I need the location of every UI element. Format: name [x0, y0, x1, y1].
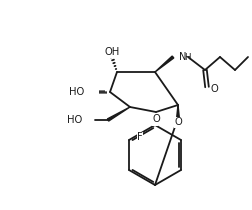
Text: O: O: [210, 84, 218, 94]
Text: N: N: [178, 52, 186, 62]
Text: O: O: [173, 117, 181, 127]
Text: H: H: [183, 52, 190, 62]
Text: F: F: [151, 115, 157, 125]
Text: OH: OH: [104, 47, 119, 57]
Text: HO: HO: [69, 87, 84, 97]
Text: F: F: [137, 132, 142, 142]
Text: HO: HO: [67, 115, 82, 125]
Polygon shape: [107, 107, 130, 121]
Text: O: O: [151, 114, 159, 124]
Polygon shape: [154, 56, 173, 72]
Polygon shape: [176, 105, 178, 117]
